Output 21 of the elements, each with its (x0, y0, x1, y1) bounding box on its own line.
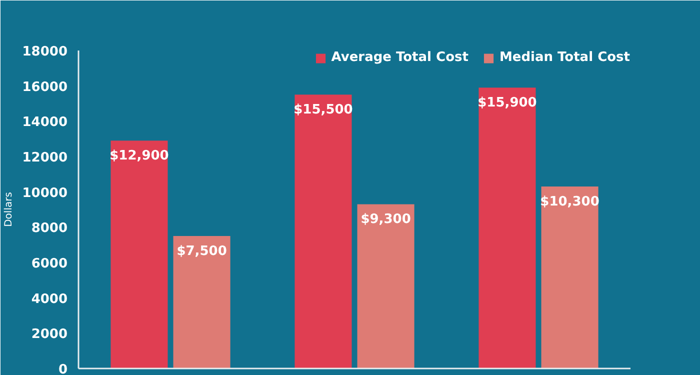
y-tick-label: 4000 (31, 292, 68, 307)
text: $7,500 (176, 244, 227, 259)
y-tick-label: 16000 (22, 80, 68, 95)
legend-label: Average Total Cost (331, 50, 468, 65)
y-tick-label: 10000 (22, 186, 68, 201)
y-tick-label: 6000 (31, 256, 68, 272)
bar (478, 88, 536, 368)
y-tick-label: 12000 (22, 150, 68, 166)
text: $9,300 (360, 212, 411, 228)
y-tick-label: 8000 (31, 221, 68, 236)
y-tick-label: 0 (58, 362, 68, 375)
bar (294, 94, 352, 368)
bar (541, 186, 598, 368)
bar (173, 236, 230, 368)
legend-label: Median Total Cost (499, 50, 630, 65)
y-tick-label: 2000 (31, 327, 68, 342)
bar (357, 204, 414, 368)
y-axis-title: Dollars (3, 192, 14, 227)
y-tick-label: 18000 (22, 44, 68, 60)
y-tick-label: 14000 (22, 115, 68, 130)
bar (110, 140, 168, 368)
